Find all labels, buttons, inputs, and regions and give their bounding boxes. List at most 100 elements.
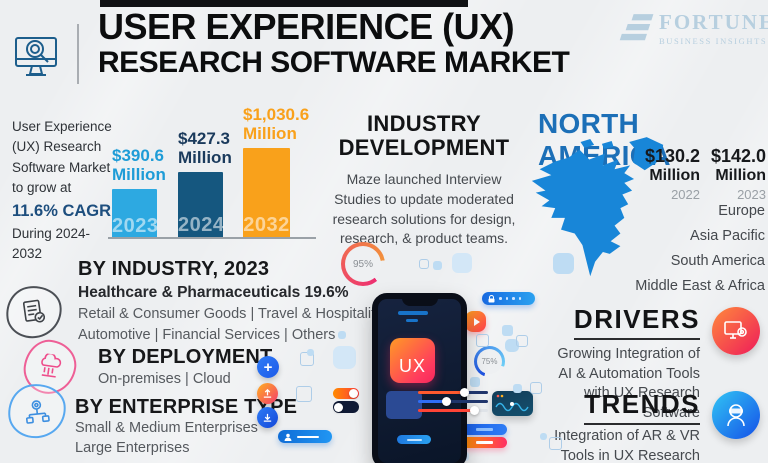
by-industry-lead: Healthcare & Pharmaceuticals 19.6% xyxy=(78,284,349,301)
decor-square xyxy=(516,335,528,347)
progress-ring-75: 75% xyxy=(474,346,505,377)
orange-pill-button xyxy=(462,437,507,448)
person-icon xyxy=(284,433,292,441)
download-button xyxy=(257,407,278,428)
bar-column-2024: $427.3 Million 2024 xyxy=(178,129,232,239)
add-button: + xyxy=(257,356,279,378)
industry-development-section: INDUSTRY DEVELOPMENT Maze launched Inter… xyxy=(322,111,526,249)
bar-2032: 2032 xyxy=(243,148,290,239)
decor-square xyxy=(553,253,574,274)
chart-baseline xyxy=(108,237,316,239)
upload-icon xyxy=(263,388,272,398)
progress-ring-75-value: 75% xyxy=(481,357,498,366)
by-enterprise-line: Large Enterprises xyxy=(75,440,190,456)
decor-square xyxy=(540,433,547,440)
download-icon xyxy=(263,413,272,422)
decor-square xyxy=(452,253,472,273)
north-america-map xyxy=(531,137,664,277)
decor-square xyxy=(470,377,480,387)
decor-square xyxy=(476,334,489,347)
screen-tile xyxy=(386,391,422,419)
summary-part1: User Experience (UX) Research Software M… xyxy=(12,118,112,196)
ux-app-icon: UX xyxy=(390,338,435,383)
region-item: Middle East & Africa xyxy=(635,278,765,294)
market-summary-text: User Experience (UX) Research Software M… xyxy=(12,117,118,265)
trends-title: TRENDS xyxy=(584,389,700,425)
na-stat-2023: $142.0 Million 2023 xyxy=(710,146,766,203)
play-icon xyxy=(473,317,480,326)
header-divider xyxy=(77,24,79,84)
by-industry-title: BY INDUSTRY, 2023 xyxy=(78,258,270,280)
bar-column-2032: $1,030.6 Million 2032 xyxy=(243,105,310,239)
progress-ring-95: 95% xyxy=(341,242,385,286)
decor-square xyxy=(307,349,314,356)
blue-pill-button xyxy=(462,424,507,435)
toggle-switch-off xyxy=(333,401,359,413)
by-industry-line: Automotive | Financial Services | Others xyxy=(78,327,336,343)
page-title: USER EXPERIENCE (UX) RESEARCH SOFTWARE M… xyxy=(98,7,570,79)
document-check-blob xyxy=(2,282,66,342)
slider-control xyxy=(418,388,488,397)
bar-year-2032: 2032 xyxy=(243,214,290,237)
by-deployment-line: On-premises | Cloud xyxy=(98,371,231,387)
screen-button xyxy=(397,435,431,444)
bar-label-2032: $1,030.6 Million xyxy=(243,105,310,144)
upload-button xyxy=(257,383,278,404)
brand-logo-name: FORTUNE xyxy=(659,10,768,34)
bar-year-2023: 2023 xyxy=(112,215,159,238)
by-enterprise-title: BY ENTERPRISE TYPE xyxy=(75,396,298,418)
decor-square xyxy=(530,382,542,394)
summary-part2: During 2024-2032 xyxy=(12,225,91,262)
bar-label-2024: $427.3 Million xyxy=(178,129,232,168)
page-title-line2: RESEARCH SOFTWARE MARKET xyxy=(98,45,570,79)
drivers-body: Growing Integration of AI & Automation T… xyxy=(557,346,700,421)
document-check-icon xyxy=(22,299,46,323)
region-item: Asia Pacific xyxy=(690,228,765,244)
bar-2024: 2024 xyxy=(178,172,225,239)
smartphone-illustration: UX xyxy=(372,293,467,463)
by-industry-line: Retail & Consumer Goods | Travel & Hospi… xyxy=(78,306,383,322)
na-stat-2022: $130.2 Million 2022 xyxy=(644,146,700,203)
decor-square xyxy=(433,261,442,270)
progress-ring-95-value: 95% xyxy=(352,258,373,270)
brand-logo: FORTUNE BUSINESS INSIGHTS xyxy=(618,12,768,46)
region-item: South America xyxy=(670,253,765,269)
password-field-widget xyxy=(482,292,535,305)
decor-square xyxy=(296,386,312,402)
drivers-title: DRIVERS xyxy=(573,304,700,340)
decor-square xyxy=(333,346,356,369)
by-enterprise-line: Small & Medium Enterprises xyxy=(75,420,258,436)
bar-year-2024: 2024 xyxy=(178,214,225,237)
bar-label-2023: $390.6 Million xyxy=(112,146,166,185)
slider-control xyxy=(418,406,488,415)
trends-icon-circle xyxy=(712,391,760,439)
decor-square xyxy=(549,437,562,450)
drivers-icon-circle xyxy=(712,307,760,355)
slider-control xyxy=(418,397,488,406)
by-deployment-title: BY DEPLOYMENT xyxy=(98,346,273,368)
cloud-robot-blob xyxy=(20,336,80,398)
lock-icon xyxy=(488,294,495,302)
decor-square xyxy=(502,325,513,336)
gear-network-icon xyxy=(25,400,50,424)
screen-dash xyxy=(406,319,418,322)
decor-square xyxy=(513,384,522,393)
phone-notch xyxy=(401,298,438,306)
region-item: Europe xyxy=(718,203,765,219)
top-accent-bar xyxy=(100,0,468,7)
bar-column-2023: $390.6 Million 2023 xyxy=(112,146,166,240)
decor-square xyxy=(419,259,429,269)
region-list: Europe Asia Pacific South America Middle… xyxy=(612,203,765,303)
user-field-widget xyxy=(278,430,332,443)
cloud-robot-icon xyxy=(41,352,62,378)
monitor-gear-icon xyxy=(724,321,747,339)
cagr-highlight: 11.6% CAGR xyxy=(12,201,112,220)
bar-2023: 2023 xyxy=(112,189,159,240)
decor-square xyxy=(505,339,519,352)
toggle-switch-on xyxy=(333,388,359,399)
play-button xyxy=(465,311,486,332)
monitor-search-gear-icon xyxy=(13,32,59,89)
trends-body: Integration of AR & VR Tools in UX Resea… xyxy=(554,428,700,463)
brand-logo-subtitle: BUSINESS INSIGHTS xyxy=(659,36,768,46)
gear-network-blob xyxy=(5,381,69,441)
